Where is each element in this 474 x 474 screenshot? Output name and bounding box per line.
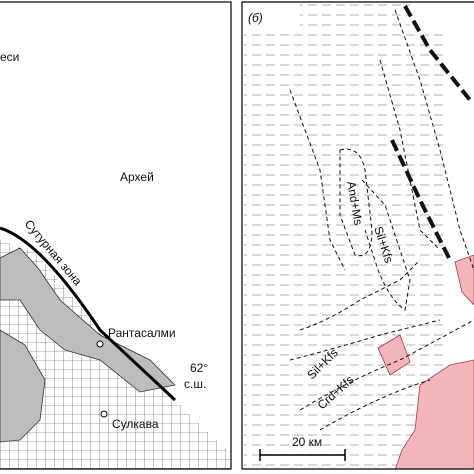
- gray-area: [0, 329, 46, 443]
- town-label: Сулкава: [112, 417, 159, 431]
- pink-area: [454, 254, 474, 306]
- region-label: еси: [0, 50, 19, 64]
- panel-frame: [241, 1, 474, 469]
- latitude-label: с.ш.: [184, 377, 206, 391]
- background-texture: [300, 4, 410, 34]
- latitude-label: 62°: [190, 361, 208, 375]
- fault-line: [403, 5, 472, 102]
- panel-label: (б): [248, 11, 263, 25]
- scale-bar: [259, 449, 346, 461]
- town-dot: [96, 340, 104, 348]
- background-texture: [244, 30, 444, 469]
- town-label: Рантасалми: [108, 326, 176, 340]
- suture-line: [0, 226, 177, 402]
- region-label: Архей: [120, 170, 154, 184]
- town-dot: [100, 410, 108, 418]
- zone-outlines: [289, 9, 474, 431]
- gray-area: [0, 247, 176, 393]
- left-map: еси Архей Сутурная зона Рантасалми 62° с…: [0, 50, 231, 469]
- scale-label: 20 км: [292, 435, 322, 449]
- pink-area: [377, 334, 411, 376]
- right-map: And+Ms Sil+Kfs Sil+Kfs Crd+Kfs (б) 20 км: [244, 4, 474, 469]
- pink-area: [394, 359, 474, 469]
- panel-frame: [0, 1, 232, 470]
- fault-line: [390, 139, 452, 261]
